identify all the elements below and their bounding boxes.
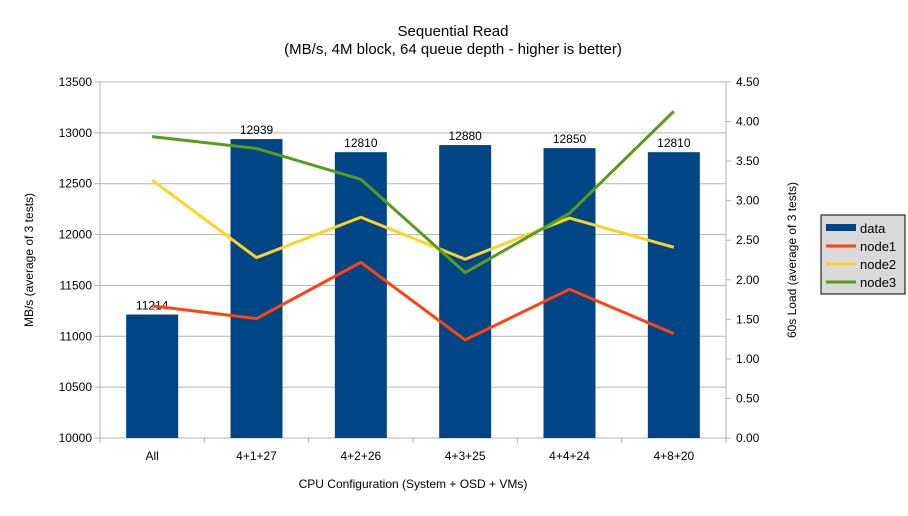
bar — [439, 145, 492, 438]
data-label: 12810 — [344, 136, 378, 150]
y2-tick-label: 3.00 — [736, 194, 760, 208]
y-tick-label: 13500 — [59, 75, 93, 89]
data-label: 12939 — [240, 123, 274, 137]
x-axis-label: CPU Configuration (System + OSD + VMs) — [299, 477, 528, 491]
y2-axis-label: 60s Load (average of 3 tests) — [785, 182, 799, 338]
y-tick-label: 10500 — [59, 380, 93, 394]
x-tick-label: 4+4+24 — [549, 449, 590, 463]
lines — [151, 110, 675, 342]
series-line-node1 — [151, 260, 675, 342]
x-tick-label: 4+2+26 — [340, 449, 381, 463]
y-tick-label: 12000 — [59, 228, 93, 242]
y2-tick-label: 1.50 — [736, 312, 760, 326]
x-tick-label: 4+3+25 — [445, 449, 486, 463]
y-tick-label: 11000 — [60, 329, 93, 343]
data-label: 12810 — [657, 136, 691, 150]
y-axis-ticks: 10000 10500 11000 11500 12000 12500 13000 13500 — [59, 75, 93, 445]
legend-label: data — [860, 221, 886, 236]
series-line-node2 — [151, 178, 675, 261]
y2-tick-label: 2.50 — [736, 233, 760, 247]
grid — [95, 81, 731, 443]
x-tick-label: All — [145, 449, 158, 463]
y2-tick-label: 0.50 — [736, 391, 760, 405]
y2-tick-label: 4.00 — [736, 115, 760, 129]
bar — [230, 139, 283, 439]
bar — [543, 148, 596, 438]
legend-label: node2 — [860, 257, 896, 272]
legend-label: node3 — [860, 275, 896, 290]
y2-tick-label: 0.00 — [736, 431, 760, 445]
bar — [334, 152, 387, 438]
series-line-node3 — [151, 110, 675, 275]
x-axis-ticks: All 4+1+27 4+2+26 4+3+25 4+4+24 4+8+20 — [145, 449, 694, 463]
y-tick-label: 10000 — [59, 431, 93, 445]
y2-tick-label: 4.50 — [736, 75, 760, 89]
y-tick-label: 11500 — [60, 278, 93, 292]
data-label: 12850 — [553, 132, 587, 146]
y2-tick-label: 3.50 — [736, 154, 760, 168]
chart-title: Sequential Read — [398, 23, 509, 40]
chart-subtitle: (MB/s, 4M block, 64 queue depth - higher… — [284, 41, 622, 58]
legend: data node1 node2 node3 — [820, 214, 906, 295]
x-tick-label: 4+1+27 — [236, 449, 277, 463]
bar — [126, 314, 179, 438]
x-tick-label: 4+8+20 — [653, 449, 694, 463]
y-tick-label: 12500 — [59, 177, 93, 191]
bar — [647, 152, 700, 438]
legend-swatch — [826, 224, 856, 231]
y-axis-label: MB/s (average of 3 tests) — [22, 193, 36, 327]
y-tick-label: 13000 — [59, 126, 93, 140]
y2-axis-ticks: 0.00 0.50 1.00 1.50 2.00 2.50 3.00 3.50 4.00 4.50 — [736, 75, 760, 445]
data-label: 12880 — [448, 129, 482, 143]
legend-label: node1 — [860, 239, 896, 254]
y2-tick-label: 2.00 — [736, 273, 760, 287]
y2-tick-label: 1.00 — [736, 352, 760, 366]
